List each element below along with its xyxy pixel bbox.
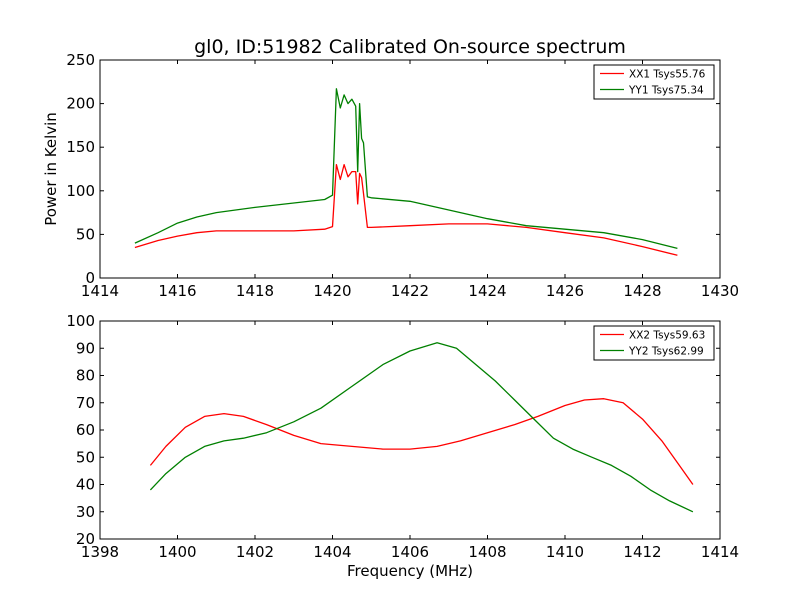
bottom-x-tick-label: 1414: [701, 543, 739, 561]
bottom-legend-label-xx2: XX2 Tsys59.63: [629, 330, 705, 342]
top-ticks: 1414 1416 1418 1420 1422 1424 1426 1428 1430 0 50 1…: [66, 51, 739, 300]
top-x-tick-label: 1428: [623, 282, 661, 300]
bottom-x-tick-label: 1408: [468, 543, 506, 561]
bottom-y-tick-label: 50: [76, 448, 95, 466]
panel-bottom: Frequency (MHz) 1398 1400 1402 1404 1406 1408…: [66, 312, 739, 580]
top-series-line-1: [134, 88, 678, 250]
bottom-y-tick-label: 60: [76, 421, 95, 439]
bottom-x-tick-label: 1398: [81, 543, 119, 561]
top-x-tick-label: 1426: [546, 282, 584, 300]
bottom-series-line-0: [149, 398, 694, 485]
top-x-tick-label: 1424: [468, 282, 506, 300]
bottom-ticks: 1398 1400 1402 1404 1406 1408 1410 1412 1414 20 30…: [66, 312, 739, 561]
bottom-legend-box: [593, 325, 715, 361]
bottom-legend: XX2 Tsys59.63 YY2 Tsys62.99: [593, 325, 715, 361]
bottom-y-tick-label: 90: [76, 339, 95, 357]
top-legend-label-xx1: XX1 Tsys55.76: [629, 69, 706, 81]
top-legend-label-yy1: YY1 Tsys75.34: [628, 85, 704, 97]
bottom-series: [149, 342, 694, 513]
bottom-x-tick-label: 1404: [313, 543, 351, 561]
top-y-tick-label: 250: [66, 51, 95, 69]
top-x-tick-label: 1416: [158, 282, 196, 300]
bottom-legend-label-yy2: YY2 Tsys62.99: [628, 346, 704, 358]
top-series: [134, 88, 678, 256]
bottom-x-tick-label: 1412: [623, 543, 661, 561]
bottom-x-tick-label: 1400: [158, 543, 196, 561]
top-x-tick-label: 1420: [313, 282, 351, 300]
bottom-x-tick-label: 1406: [391, 543, 429, 561]
chart-title: gl0, ID:51982 Calibrated On-source spect…: [194, 36, 626, 58]
top-x-tick-label: 1430: [701, 282, 739, 300]
top-x-tick-label: 1414: [81, 282, 119, 300]
bottom-y-tick-label: 40: [76, 476, 95, 494]
bottom-x-tick-label: 1402: [236, 543, 274, 561]
top-y-tick-label: 0: [85, 269, 95, 287]
top-y-axis-label: Power in Kelvin: [42, 112, 60, 226]
panel-top: Power in Kelvin 1414 1416 1418 1420 1422 1424…: [42, 51, 739, 300]
top-legend: XX1 Tsys55.76 YY1 Tsys75.34: [593, 64, 715, 100]
top-x-tick-label: 1422: [391, 282, 429, 300]
bottom-y-tick-label: 30: [76, 503, 95, 521]
top-legend-box: [593, 64, 715, 100]
bottom-x-axis-label: Frequency (MHz): [347, 562, 473, 580]
top-series-line-0: [134, 163, 678, 256]
bottom-series-line-1: [149, 342, 694, 513]
bottom-x-tick-label: 1410: [546, 543, 584, 561]
bottom-y-tick-label: 20: [76, 530, 95, 548]
bottom-y-tick-label: 100: [66, 312, 95, 330]
top-y-tick-label: 200: [66, 95, 95, 113]
top-y-tick-label: 50: [76, 225, 95, 243]
bottom-y-tick-label: 70: [76, 394, 95, 412]
top-y-tick-label: 100: [66, 182, 95, 200]
bottom-y-tick-label: 80: [76, 367, 95, 385]
top-y-tick-label: 150: [66, 138, 95, 156]
top-x-tick-label: 1418: [236, 282, 274, 300]
